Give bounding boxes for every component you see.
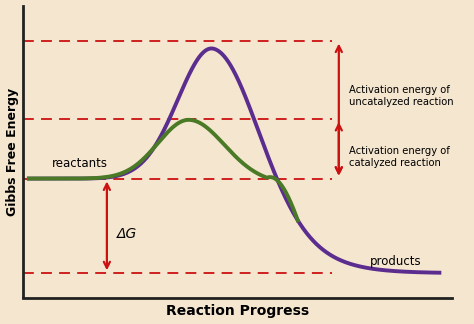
Text: ΔG: ΔG [117, 227, 137, 241]
Text: reactants: reactants [52, 157, 108, 170]
Text: products: products [370, 255, 421, 268]
Text: Activation energy of
catalyzed reaction: Activation energy of catalyzed reaction [349, 146, 450, 168]
Y-axis label: Gibbs Free Energy: Gibbs Free Energy [6, 87, 18, 215]
X-axis label: Reaction Progress: Reaction Progress [165, 305, 309, 318]
Text: Activation energy of
uncatalyzed reaction: Activation energy of uncatalyzed reactio… [349, 85, 454, 107]
